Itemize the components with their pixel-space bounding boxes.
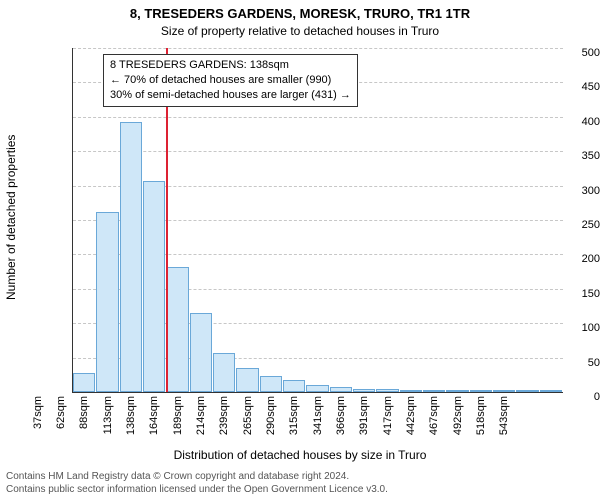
bar [213,353,235,392]
x-tick: 543sqm [498,396,600,435]
annotation-box: 8 TRESEDERS GARDENS: 138sqm ← 70% of det… [103,54,358,107]
annotation-text: ← 70% of detached houses are smaller (99… [110,73,351,88]
footer-text: Contains HM Land Registry data © Crown c… [6,471,388,484]
bar [236,368,258,392]
gridline [73,151,563,152]
footer: Contains HM Land Registry data © Crown c… [6,471,388,496]
chart-container: 8, TRESEDERS GARDENS, MORESK, TRURO, TR1… [0,0,600,500]
bar [143,181,165,392]
bar [283,380,305,392]
bar [446,390,468,392]
bar [166,267,188,392]
bar [73,373,95,392]
chart-subtitle: Size of property relative to detached ho… [0,24,600,38]
bar [540,390,562,392]
footer-text: Contains public sector information licen… [6,484,388,497]
chart-title: 8, TRESEDERS GARDENS, MORESK, TRURO, TR1… [0,6,600,21]
bar [400,390,422,392]
bar [353,389,375,392]
bar [470,390,492,392]
bar [516,390,538,392]
gridline [73,117,563,118]
gridline [73,48,563,49]
bar [330,387,352,393]
x-axis-label: Distribution of detached houses by size … [0,448,600,462]
bar [190,313,212,392]
bar [306,385,328,392]
bar [376,389,398,392]
bar [120,122,142,392]
bar [260,376,282,393]
y-axis-label: Number of detached properties [4,135,18,300]
bar [423,390,445,392]
annotation-text: 8 TRESEDERS GARDENS: 138sqm [110,58,351,73]
bar [493,390,515,392]
annotation-text: 30% of semi-detached houses are larger (… [110,88,351,103]
plot-area: 8 TRESEDERS GARDENS: 138sqm ← 70% of det… [72,48,563,393]
bar [96,212,118,392]
